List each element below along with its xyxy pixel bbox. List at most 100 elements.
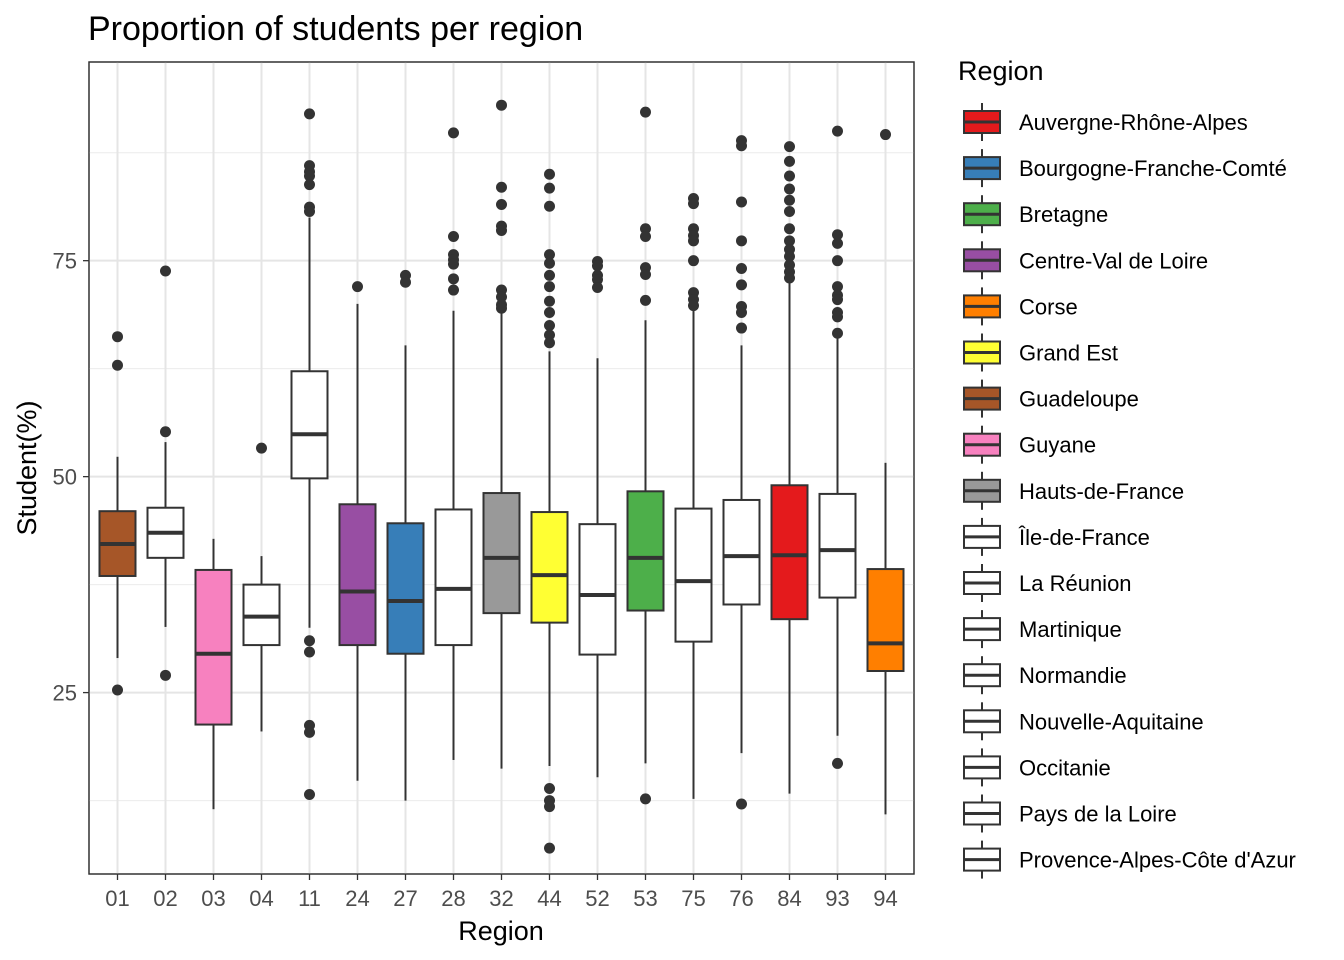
outlier-point	[640, 230, 651, 242]
legend-label: Bretagne	[1019, 202, 1108, 227]
box-body	[818, 492, 857, 599]
box-body	[866, 568, 905, 673]
outlier-point	[736, 307, 747, 319]
outlier-point	[160, 669, 171, 681]
outlier-point	[784, 155, 795, 167]
x-tick-label: 02	[153, 886, 177, 911]
legend-item: Hauts-de-France	[963, 471, 1184, 510]
x-tick-label: 75	[681, 886, 705, 911]
outlier-point	[640, 269, 651, 281]
outlier-point	[736, 279, 747, 291]
outlier-point	[544, 295, 555, 307]
outlier-point	[496, 302, 507, 314]
axis-layer: 25 50 75 01 02 03 04 11 24 27 28 32 44 52 53 75 76 84 93 94	[53, 249, 898, 911]
outlier-point	[736, 235, 747, 247]
x-tick-label: 32	[489, 886, 513, 911]
outlier-point	[832, 255, 843, 267]
legend-label: Martinique	[1019, 617, 1122, 642]
legend-item: Guadeloupe	[963, 379, 1139, 418]
x-tick-label: 93	[825, 886, 849, 911]
outlier-point	[544, 307, 555, 319]
outlier-point	[304, 205, 315, 217]
legend-item: Nouvelle-Aquitaine	[963, 702, 1204, 741]
outlier-point	[592, 274, 603, 286]
outlier-point	[544, 329, 555, 341]
outlier-point	[832, 327, 843, 339]
outlier-point	[832, 311, 843, 323]
x-tick-label: 94	[873, 886, 897, 911]
x-tick-label: 27	[393, 886, 417, 911]
outlier-point	[640, 294, 651, 306]
outlier-point	[448, 284, 459, 296]
legend-layer: Auvergne-Rhône-Alpes Bourgogne-Franche-Co…	[963, 103, 1296, 879]
x-tick-label: 44	[537, 886, 561, 911]
box-53	[626, 106, 665, 805]
y-tick-label: 75	[53, 249, 77, 274]
x-tick-label: 24	[345, 886, 369, 911]
outlier-point	[448, 127, 459, 139]
legend-item: Occitanie	[963, 748, 1111, 787]
box-body	[434, 508, 473, 647]
box-body	[194, 568, 233, 726]
legend-item: Bourgogne-Franche-Comté	[963, 149, 1287, 188]
legend-item: Grand Est	[963, 333, 1118, 372]
legend-label: Bourgogne-Franche-Comté	[1019, 156, 1287, 181]
outlier-point	[544, 200, 555, 212]
outlier-point	[544, 801, 555, 813]
outlier-point	[880, 129, 891, 141]
legend-item: La Réunion	[963, 564, 1132, 602]
box-body	[338, 503, 377, 647]
outlier-point	[544, 249, 555, 261]
outlier-point	[784, 272, 795, 284]
legend-title: Region	[958, 56, 1044, 86]
legend-label: Auvergne-Rhône-Alpes	[1019, 110, 1248, 135]
box-76	[722, 135, 761, 810]
legend-item: Provence-Alpes-Côte d'Azur	[963, 840, 1296, 879]
outlier-point	[832, 281, 843, 293]
legend-label: Centre-Val de Loire	[1019, 248, 1208, 273]
outlier-point	[688, 300, 699, 312]
outlier-point	[592, 281, 603, 293]
box-24	[338, 281, 377, 781]
outlier-point	[640, 106, 651, 118]
outlier-point	[784, 223, 795, 235]
box-93	[818, 125, 857, 769]
legend-item: Bretagne	[963, 195, 1108, 234]
legend-label: La Réunion	[1019, 571, 1132, 596]
outlier-point	[304, 635, 315, 647]
legend-item: Martinique	[963, 610, 1122, 649]
outlier-point	[448, 230, 459, 242]
box-75	[674, 192, 713, 799]
outlier-point	[544, 281, 555, 293]
outlier-point	[496, 181, 507, 193]
outlier-point	[736, 322, 747, 334]
chart-title: Proportion of students per region	[88, 10, 583, 48]
box-44	[530, 168, 569, 854]
box-11	[290, 108, 329, 801]
x-tick-label: 76	[729, 886, 753, 911]
box-body	[770, 484, 809, 621]
outlier-point	[112, 331, 123, 343]
box-03	[194, 538, 233, 810]
outlier-point	[832, 237, 843, 249]
outlier-point	[496, 291, 507, 303]
outlier-point	[304, 646, 315, 658]
legend-label: Provence-Alpes-Côte d'Azur	[1019, 848, 1296, 873]
box-02	[146, 265, 185, 681]
outlier-point	[736, 196, 747, 208]
x-tick-label: 53	[633, 886, 657, 911]
outlier-point	[448, 258, 459, 270]
outlier-point	[160, 265, 171, 277]
outlier-point	[544, 782, 555, 794]
outlier-point	[496, 99, 507, 111]
outlier-point	[544, 168, 555, 180]
outlier-point	[304, 170, 315, 182]
box-94	[866, 129, 905, 815]
box-body	[386, 522, 425, 655]
outlier-point	[256, 442, 267, 454]
x-tick-label: 84	[777, 886, 801, 911]
legend-label: Guadeloupe	[1019, 387, 1139, 412]
box-28	[434, 127, 473, 760]
outlier-point	[640, 223, 651, 235]
legend-label: Île-de-France	[1018, 525, 1150, 550]
